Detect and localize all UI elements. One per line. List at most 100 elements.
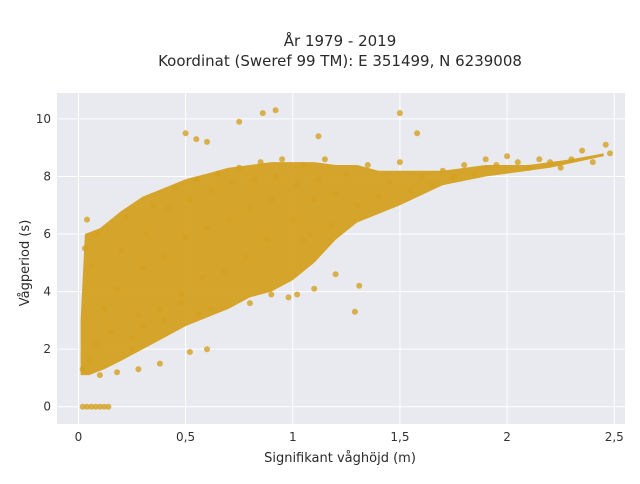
data-point xyxy=(139,323,146,330)
data-point xyxy=(186,196,193,203)
data-point xyxy=(321,156,328,163)
data-point xyxy=(557,164,564,171)
x-tick-label: 2,5 xyxy=(605,430,624,444)
data-point xyxy=(178,300,185,307)
data-point xyxy=(178,291,185,298)
data-point xyxy=(429,182,436,189)
data-point xyxy=(268,196,275,203)
data-point xyxy=(236,164,243,171)
data-point xyxy=(306,231,313,237)
data-point xyxy=(193,136,200,143)
data-point xyxy=(418,173,425,180)
data-point xyxy=(259,110,266,117)
data-point xyxy=(482,156,489,163)
data-point xyxy=(386,179,393,186)
data-point xyxy=(84,403,90,410)
chart-title-line-2: Koordinat (Sweref 99 TM): E 351499, N 62… xyxy=(158,52,522,70)
y-tick-label: 8 xyxy=(43,169,51,183)
data-point xyxy=(547,159,553,166)
data-point xyxy=(118,248,125,255)
data-point xyxy=(285,294,292,301)
data-point xyxy=(129,334,135,341)
data-point xyxy=(139,265,146,272)
data-point xyxy=(300,236,307,243)
data-point xyxy=(343,170,350,177)
data-point xyxy=(144,231,150,237)
point-cloud xyxy=(80,153,604,376)
data-point xyxy=(272,107,279,114)
data-point xyxy=(311,196,318,203)
data-point xyxy=(294,182,301,189)
data-point xyxy=(96,372,103,379)
x-tick-label: 1,5 xyxy=(390,430,409,444)
data-point xyxy=(525,164,532,171)
data-point xyxy=(246,300,253,307)
data-point xyxy=(204,225,210,232)
x-tick-label: 1 xyxy=(289,430,297,444)
data-point xyxy=(92,403,99,410)
data-point xyxy=(86,357,93,364)
y-tick-label: 0 xyxy=(43,400,51,414)
data-point xyxy=(182,130,189,137)
data-point xyxy=(156,305,163,312)
data-point xyxy=(461,162,468,168)
data-point xyxy=(364,162,371,168)
data-point xyxy=(165,205,172,212)
data-point xyxy=(84,216,90,223)
data-point xyxy=(156,360,163,367)
data-point xyxy=(251,176,258,183)
data-point xyxy=(396,159,403,166)
data-point xyxy=(354,202,361,209)
data-point xyxy=(579,147,586,154)
data-point xyxy=(79,366,86,373)
data-point xyxy=(268,291,275,298)
data-point xyxy=(472,170,478,177)
data-point xyxy=(208,305,215,312)
data-point xyxy=(114,369,120,376)
data-point xyxy=(129,346,135,353)
data-point xyxy=(272,173,279,180)
x-tick-label: 2 xyxy=(503,430,511,444)
x-tick-label: 0 xyxy=(75,430,83,444)
data-point xyxy=(182,233,189,240)
data-point xyxy=(300,162,307,168)
data-point xyxy=(96,403,103,410)
data-point xyxy=(236,118,243,125)
data-point xyxy=(246,205,253,212)
data-point xyxy=(229,179,236,186)
data-point xyxy=(414,130,421,137)
data-point xyxy=(161,254,168,261)
data-point xyxy=(221,268,228,275)
data-point xyxy=(195,311,202,318)
data-point xyxy=(199,274,206,281)
data-point xyxy=(375,193,382,200)
data-point xyxy=(105,403,112,410)
y-tick-label: 10 xyxy=(36,112,51,126)
x-axis-label: Signifikant våghöjd (m) xyxy=(264,451,416,466)
data-point xyxy=(504,153,511,160)
data-point xyxy=(356,282,363,289)
data-point xyxy=(568,156,575,163)
data-point xyxy=(81,245,88,252)
data-point xyxy=(536,156,543,163)
dense-point-region xyxy=(80,153,604,376)
data-point xyxy=(107,328,114,335)
y-tick-label: 6 xyxy=(43,227,51,241)
data-point xyxy=(88,403,95,410)
data-point xyxy=(439,167,446,174)
data-point xyxy=(204,138,210,145)
y-tick-label: 2 xyxy=(43,342,51,356)
data-point xyxy=(208,187,215,194)
chart-title-line-1: År 1979 - 2019 xyxy=(284,31,397,50)
y-tick-label: 4 xyxy=(43,285,51,299)
data-point xyxy=(204,346,210,353)
data-point xyxy=(311,285,318,292)
data-point xyxy=(135,311,142,318)
data-point xyxy=(450,173,457,180)
data-point xyxy=(242,254,249,261)
data-point xyxy=(332,190,339,197)
data-point xyxy=(79,403,86,410)
tick-labels: 0 0,5 1 1,5 2 2,5 0 2 4 6 8 10 xyxy=(36,112,624,444)
